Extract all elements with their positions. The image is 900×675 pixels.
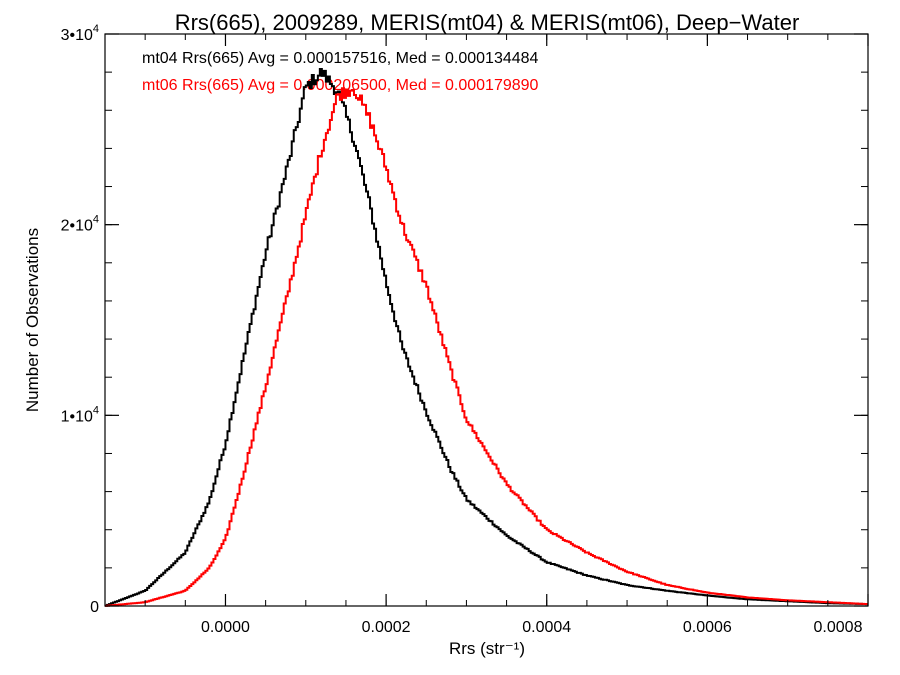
y-tick-label: 0 — [90, 599, 99, 616]
x-tick-label: 0.0000 — [201, 619, 250, 636]
x-axis-ticks: 0.0000 0.0002 0.0004 0.0006 0.0008 — [104, 34, 869, 636]
y-tick-label: 3•104 — [61, 23, 99, 44]
x-tick-label: 0.0004 — [522, 619, 571, 636]
stats-annotation: mt06 Rrs(665) Avg = 0.000206500, Med = 0… — [142, 77, 539, 94]
annotations: mt04 Rrs(665) Avg = 0.000157516, Med = 0… — [142, 50, 539, 94]
series-line-mt06 — [105, 87, 868, 607]
plot-frame — [104, 33, 869, 607]
y-tick-label: 2•104 — [61, 214, 99, 235]
y-tick-label: 1•104 — [61, 404, 99, 425]
chart-title: Rrs(665), 2009289, MERIS(mt04) & MERIS(m… — [175, 10, 800, 35]
series-line-mt04 — [105, 68, 868, 607]
y-axis-label: Number of Observations — [23, 228, 42, 412]
x-tick-label: 0.0002 — [362, 619, 411, 636]
x-tick-label: 0.0006 — [683, 619, 732, 636]
x-axis-label: Rrs (str⁻¹) — [449, 639, 525, 658]
stats-annotation: mt04 Rrs(665) Avg = 0.000157516, Med = 0… — [142, 50, 539, 67]
y-axis-ticks: 0 1•104 2•104 3•104 — [61, 23, 868, 616]
series-layer — [105, 68, 868, 607]
x-tick-label: 0.0008 — [814, 619, 863, 636]
